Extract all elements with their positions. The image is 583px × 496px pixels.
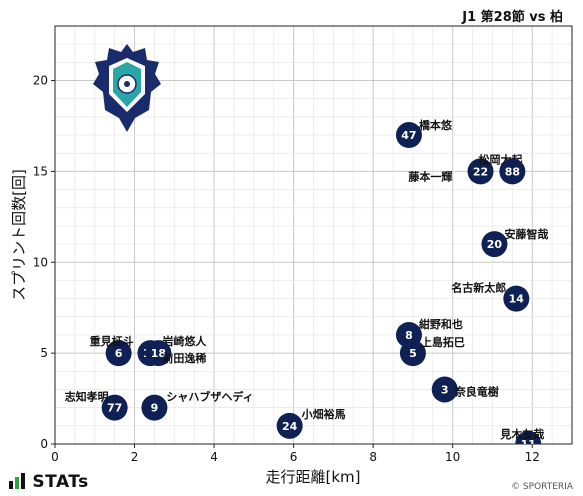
x-tick-label: 12 bbox=[525, 450, 540, 464]
y-tick-label: 5 bbox=[40, 346, 48, 360]
point-name-label: 岩崎悠人 bbox=[161, 334, 207, 348]
x-axis-label: 走行距離[km] bbox=[265, 468, 360, 486]
stats-brand: STATs bbox=[8, 472, 89, 494]
page-title: J1 第28節 vs 柏 bbox=[462, 10, 563, 25]
point-marker bbox=[503, 285, 530, 312]
point-number: 18 bbox=[151, 347, 166, 360]
x-tick-label: 4 bbox=[210, 450, 218, 464]
bar-chart-icon bbox=[8, 473, 26, 494]
data-point: 88 藤本一輝 bbox=[408, 158, 526, 185]
point-marker bbox=[467, 158, 494, 185]
point-number: 3 bbox=[441, 383, 449, 396]
point-number: 14 bbox=[509, 293, 525, 306]
point-name-label: 名古新太郎 bbox=[451, 281, 506, 295]
y-tick-label: 10 bbox=[33, 255, 48, 269]
data-point: 9 シャハブザヘディ bbox=[141, 390, 254, 421]
brand-name: STATs bbox=[32, 472, 89, 492]
point-name-label: 見木友哉 bbox=[499, 427, 544, 441]
data-points: 47橋本悠22松岡大起88藤本一輝20安藤智哉14名古新太郎8紺野和也5上島拓巳… bbox=[65, 118, 548, 451]
point-name-label: 安藤智哉 bbox=[504, 227, 548, 241]
point-marker bbox=[141, 394, 168, 421]
point-marker bbox=[105, 340, 132, 367]
x-tick-label: 2 bbox=[131, 450, 139, 464]
point-name-label: 紺野和也 bbox=[419, 317, 463, 331]
point-number: 88 bbox=[505, 165, 520, 178]
point-number: 6 bbox=[115, 347, 123, 360]
club-crest-icon bbox=[93, 44, 161, 132]
point-marker bbox=[399, 340, 426, 367]
y-tick-label: 15 bbox=[33, 164, 48, 178]
point-number: 22 bbox=[473, 165, 488, 178]
x-tick-label: 8 bbox=[369, 450, 377, 464]
point-marker bbox=[499, 158, 526, 185]
point-name-label: シャハブザヘディ bbox=[166, 390, 253, 404]
point-number: 24 bbox=[282, 420, 298, 433]
point-number: 8 bbox=[405, 329, 413, 342]
point-name-label: 橋本悠 bbox=[419, 118, 453, 132]
point-name-label: 藤本一輝 bbox=[408, 169, 452, 183]
x-tick-label: 6 bbox=[290, 450, 298, 464]
point-marker bbox=[395, 122, 422, 149]
point-name-label: 前田逸稀 bbox=[162, 351, 206, 365]
point-number: 5 bbox=[409, 347, 417, 360]
point-name-label: 志知孝明 bbox=[65, 390, 109, 404]
point-number: 20 bbox=[487, 238, 503, 251]
x-tick-label: 10 bbox=[445, 450, 460, 464]
y-tick-label: 20 bbox=[33, 74, 48, 88]
point-marker bbox=[276, 412, 303, 439]
point-marker bbox=[145, 340, 172, 367]
point-name-label: 重見柾斗 bbox=[90, 334, 134, 348]
point-number: 47 bbox=[401, 129, 416, 142]
point-marker bbox=[515, 431, 542, 444]
point-name-label: 奈良竜樹 bbox=[454, 384, 499, 398]
data-point: 3 奈良竜樹 bbox=[431, 376, 499, 403]
plot-frame bbox=[54, 25, 573, 445]
point-name-label: 上島拓巳 bbox=[421, 335, 465, 349]
point-marker bbox=[431, 376, 458, 403]
point-number: 77 bbox=[107, 402, 122, 415]
point-number: 9 bbox=[151, 402, 159, 415]
x-tick-label: 0 bbox=[51, 450, 59, 464]
point-number: 11 bbox=[521, 438, 536, 451]
data-point: 5 上島拓巳 bbox=[399, 335, 465, 367]
y-tick-label: 0 bbox=[40, 437, 48, 451]
point-marker bbox=[101, 394, 128, 421]
copyright: © SPORTERIA bbox=[511, 482, 573, 492]
point-marker bbox=[481, 231, 508, 258]
y-axis-label: スプリント回数[回] bbox=[10, 169, 28, 301]
point-name-label: 小畑裕馬 bbox=[301, 407, 346, 421]
